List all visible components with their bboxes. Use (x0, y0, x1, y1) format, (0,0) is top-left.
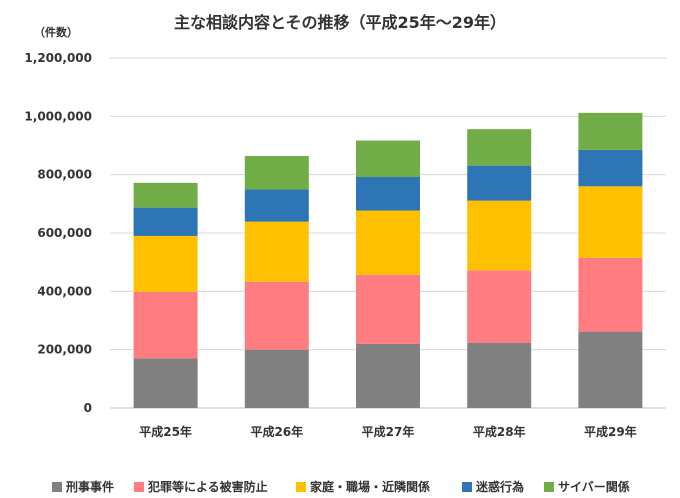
bar-segment (356, 140, 420, 177)
bar-segment (244, 281, 309, 350)
bar-segment (578, 186, 643, 258)
legend-swatch (462, 482, 472, 492)
bar-segment (578, 257, 643, 332)
x-category-label: 平成25年 (139, 424, 192, 439)
legend-label: サイバー関係 (558, 479, 630, 494)
legend-swatch (296, 482, 306, 492)
bar-segment (467, 200, 532, 271)
bar-segment (467, 342, 532, 408)
bars (133, 112, 643, 408)
bar-segment (244, 189, 309, 222)
legend-swatch (544, 482, 554, 492)
legend-label: 家庭・職場・近隣関係 (310, 479, 430, 494)
x-category-label: 平成29年 (584, 424, 637, 439)
legend-swatch (52, 482, 62, 492)
bar-segment (133, 207, 198, 236)
bar-segment (578, 331, 643, 408)
x-axis-labels: 平成25年 平成26年 平成27年 平成28年 平成29年 (139, 424, 637, 439)
y-axis-unit-label: （件数） (34, 25, 78, 39)
x-category-label: 平成26年 (250, 424, 303, 439)
y-tick-label: 600,000 (37, 226, 92, 240)
legend-label: 迷惑行為 (475, 479, 524, 494)
bar-segment (133, 235, 198, 292)
legend: 刑事事件 犯罪等による被害防止 家庭・職場・近隣関係 迷惑行為 サイバー関係 (52, 479, 630, 494)
bar-segment (467, 165, 532, 201)
bar-segment (356, 274, 420, 344)
y-tick-label: 800,000 (37, 168, 92, 182)
bar-segment (133, 182, 198, 208)
legend-label: 犯罪等による被害防止 (147, 479, 268, 494)
x-category-label: 平成27年 (362, 424, 415, 439)
y-axis-ticks: 0 200,000 400,000 600,000 800,000 1,000,000 1,… (24, 51, 92, 415)
bar-segment (244, 349, 309, 408)
legend-label: 刑事事件 (66, 479, 114, 494)
x-category-label: 平成28年 (473, 424, 526, 439)
bar-segment (244, 221, 309, 282)
y-tick-label: 1,000,000 (24, 109, 92, 123)
bar-segment (578, 112, 643, 150)
bar-segment (356, 343, 420, 408)
bar-segment (467, 270, 532, 343)
chart-title: 主な相談内容とその推移（平成25年～29年） (174, 13, 506, 32)
bar-segment (467, 129, 532, 166)
bar-segment (133, 291, 198, 359)
bar-segment (244, 156, 309, 190)
bar-segment (133, 358, 198, 408)
bar-segment (356, 210, 420, 275)
y-tick-label: 0 (84, 401, 92, 415)
y-tick-label: 400,000 (37, 284, 92, 298)
bar-segment (356, 177, 420, 211)
legend-swatch (134, 482, 144, 492)
y-tick-label: 200,000 (37, 343, 92, 357)
bar-segment (578, 149, 643, 187)
y-tick-label: 1,200,000 (24, 51, 92, 65)
